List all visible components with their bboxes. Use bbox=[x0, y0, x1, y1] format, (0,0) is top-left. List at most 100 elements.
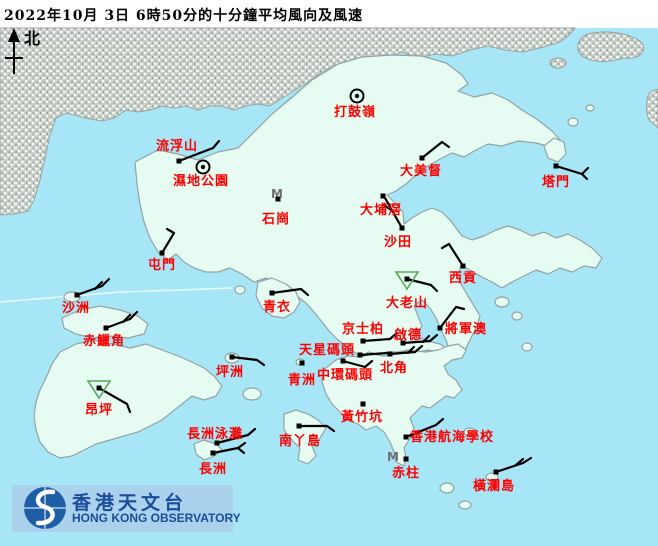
station-label-kai-tak: 啟德 bbox=[394, 328, 423, 343]
wind-barb-tick-lamma-island-0 bbox=[325, 424, 336, 433]
station-dot-sha-tin bbox=[399, 225, 405, 231]
station-label-ta-kwu-ling: 打鼓嶺 bbox=[334, 105, 377, 120]
wind-barb-shaft-central-pier bbox=[341, 359, 367, 369]
gust-triangle-ngong-ping bbox=[86, 380, 112, 400]
hko-name-english: HONG KONG OBSERVATORY bbox=[72, 511, 241, 525]
station-dot-ta-kwu-ling bbox=[354, 93, 360, 99]
station-dot-tai-po-kau bbox=[380, 193, 386, 199]
wind-barb-tick-cheung-chau-1 bbox=[236, 446, 246, 455]
station-label-tap-mun: 塔門 bbox=[542, 175, 571, 190]
station-label-central-pier: 中環碼頭 bbox=[317, 368, 374, 383]
station-dot-kai-tak bbox=[400, 340, 406, 346]
station-dot-tuen-mun bbox=[159, 250, 165, 256]
wind-barb-shaft-lau-fau-shan bbox=[177, 146, 215, 163]
station-label-tai-mei-tuk: 大美督 bbox=[400, 164, 443, 179]
station-label-shek-kong: 石崗 bbox=[262, 212, 291, 227]
station-dot-shek-kong bbox=[275, 196, 281, 202]
wind-barb-tick-waglan-island-1 bbox=[514, 457, 525, 467]
station-dot-peng-chau bbox=[229, 354, 235, 360]
wind-barb-tick-sha-chau-0 bbox=[100, 277, 111, 288]
wind-barb-tick-tap-mun-1 bbox=[580, 172, 589, 181]
wind-barb-shaft-sha-tin bbox=[383, 196, 404, 230]
station-label-tai-po-kau: 大埔滘 bbox=[360, 203, 403, 218]
station-dot-cheung-chau bbox=[210, 450, 216, 456]
wind-barb-tick-cheung-chau-beach-0 bbox=[246, 427, 257, 437]
wind-barb-tick-north-point-0 bbox=[413, 344, 424, 354]
wind-barb-shaft-tates-cairn bbox=[405, 277, 433, 287]
station-label-tates-cairn: 大老山 bbox=[386, 296, 429, 311]
wind-barb-tick-central-pier-0 bbox=[363, 359, 374, 369]
wind-barb-tick-chek-lap-kok-0 bbox=[128, 310, 139, 321]
wind-barb-tick-sai-kung-0 bbox=[440, 242, 451, 250]
wind-barb-shaft-kai-tak bbox=[401, 339, 432, 345]
wind-barb-tick-tap-mun-0 bbox=[580, 166, 590, 176]
wind-barb-tick-hk-sea-school-0 bbox=[434, 417, 445, 427]
hko-banner: 香港天文台 HONG KONG OBSERVATORY bbox=[12, 485, 241, 532]
wind-barb-tick-sha-tin-0 bbox=[382, 203, 393, 212]
wind-barb-shaft-sai-kung bbox=[447, 242, 465, 268]
maintenance-flag-shek-kong: M bbox=[271, 187, 283, 201]
station-dot-waglan-island bbox=[493, 469, 499, 475]
wind-barb-shaft-kings-park bbox=[361, 337, 392, 343]
wind-barb-shaft-tsing-yi bbox=[270, 287, 303, 295]
hko-name-chinese: 香港天文台 bbox=[72, 492, 188, 514]
wind-barb-tick-tsing-yi-0 bbox=[299, 287, 310, 297]
station-label-north-point: 北角 bbox=[380, 361, 409, 376]
station-dot-star-ferry-pier bbox=[357, 352, 363, 358]
station-label-chek-lap-kok: 赤鱲角 bbox=[83, 334, 126, 349]
station-dot-stanley bbox=[403, 456, 409, 462]
wind-barb-tick-kings-park-0 bbox=[388, 331, 399, 341]
station-dot-green-island bbox=[299, 360, 305, 366]
station-label-wong-chuk-hang: 黃竹坑 bbox=[341, 410, 384, 425]
station-dot-lamma-island bbox=[296, 423, 302, 429]
north-arrow bbox=[5, 28, 23, 74]
station-dot-tsing-yi bbox=[269, 290, 275, 296]
wind-barb-tick-ngong-ping-0 bbox=[125, 402, 132, 414]
station-dot-wong-chuk-hang bbox=[360, 401, 366, 407]
station-dot-wetland-park bbox=[200, 164, 206, 170]
wind-barb-tick-peng-chau-0 bbox=[255, 358, 266, 367]
north-label: 北 bbox=[24, 29, 40, 48]
station-dot-lau-fau-shan bbox=[176, 158, 182, 164]
station-label-sha-tin: 沙田 bbox=[384, 235, 413, 250]
station-label-tuen-mun: 屯門 bbox=[148, 258, 177, 273]
station-dot-tseung-kwan-o bbox=[437, 325, 443, 331]
wind-barb-tick-kai-tak-0 bbox=[428, 333, 439, 343]
station-label-sai-kung: 西貢 bbox=[449, 271, 478, 286]
wind-barb-shaft-tap-mun bbox=[554, 164, 584, 176]
station-dot-chek-lap-kok bbox=[103, 325, 109, 331]
station-label-cheung-chau-beach: 長洲泳灘 bbox=[187, 427, 244, 442]
station-label-peng-chau: 坪洲 bbox=[216, 365, 245, 380]
wind-barb-shaft-tai-mei-tuk bbox=[420, 140, 444, 160]
stations-layer: MM bbox=[74, 88, 590, 475]
wind-barb-shaft-tuen-mun bbox=[160, 231, 176, 255]
station-label-waglan-island: 橫瀾島 bbox=[473, 479, 516, 494]
calm-ring-wetland-park bbox=[195, 159, 211, 175]
station-label-tseung-kwan-o: 將軍澳 bbox=[445, 322, 488, 337]
station-dot-central-pier bbox=[340, 358, 346, 364]
station-dot-ngong-ping bbox=[96, 385, 102, 391]
station-dot-cheung-chau-beach bbox=[214, 440, 220, 446]
station-dot-sai-kung bbox=[460, 263, 466, 269]
station-dot-tai-mei-tuk bbox=[419, 155, 425, 161]
hk-landmass bbox=[33, 54, 603, 510]
station-label-kings-park: 京士柏 bbox=[342, 322, 385, 337]
wind-barb-tick-tai-mei-tuk-0 bbox=[440, 140, 451, 149]
station-label-ngong-ping: 昂坪 bbox=[85, 403, 114, 418]
map-title: 2022年10月 3日 6時50分的十分鐘平均風向及風速 bbox=[4, 8, 364, 24]
maintenance-flag-stanley: M bbox=[387, 450, 399, 464]
station-dot-tap-mun bbox=[553, 163, 559, 169]
station-label-cheung-chau: 長洲 bbox=[199, 462, 228, 477]
station-dot-tates-cairn bbox=[404, 276, 410, 282]
station-dot-sha-chau bbox=[74, 292, 80, 298]
wind-barb-shaft-tseung-kwan-o bbox=[438, 305, 458, 330]
wind-barb-tick-tseung-kwan-o-0 bbox=[454, 305, 466, 311]
wind-barb-shaft-cheung-chau-beach bbox=[215, 433, 250, 445]
station-dot-hk-sea-school bbox=[403, 434, 409, 440]
station-label-hk-sea-school: 香港航海學校 bbox=[410, 430, 495, 445]
wind-barb-tick-sha-chau-1 bbox=[93, 280, 104, 291]
wind-barb-tick-lau-fau-shan-0 bbox=[211, 139, 221, 150]
station-label-stanley: 赤柱 bbox=[392, 466, 421, 481]
